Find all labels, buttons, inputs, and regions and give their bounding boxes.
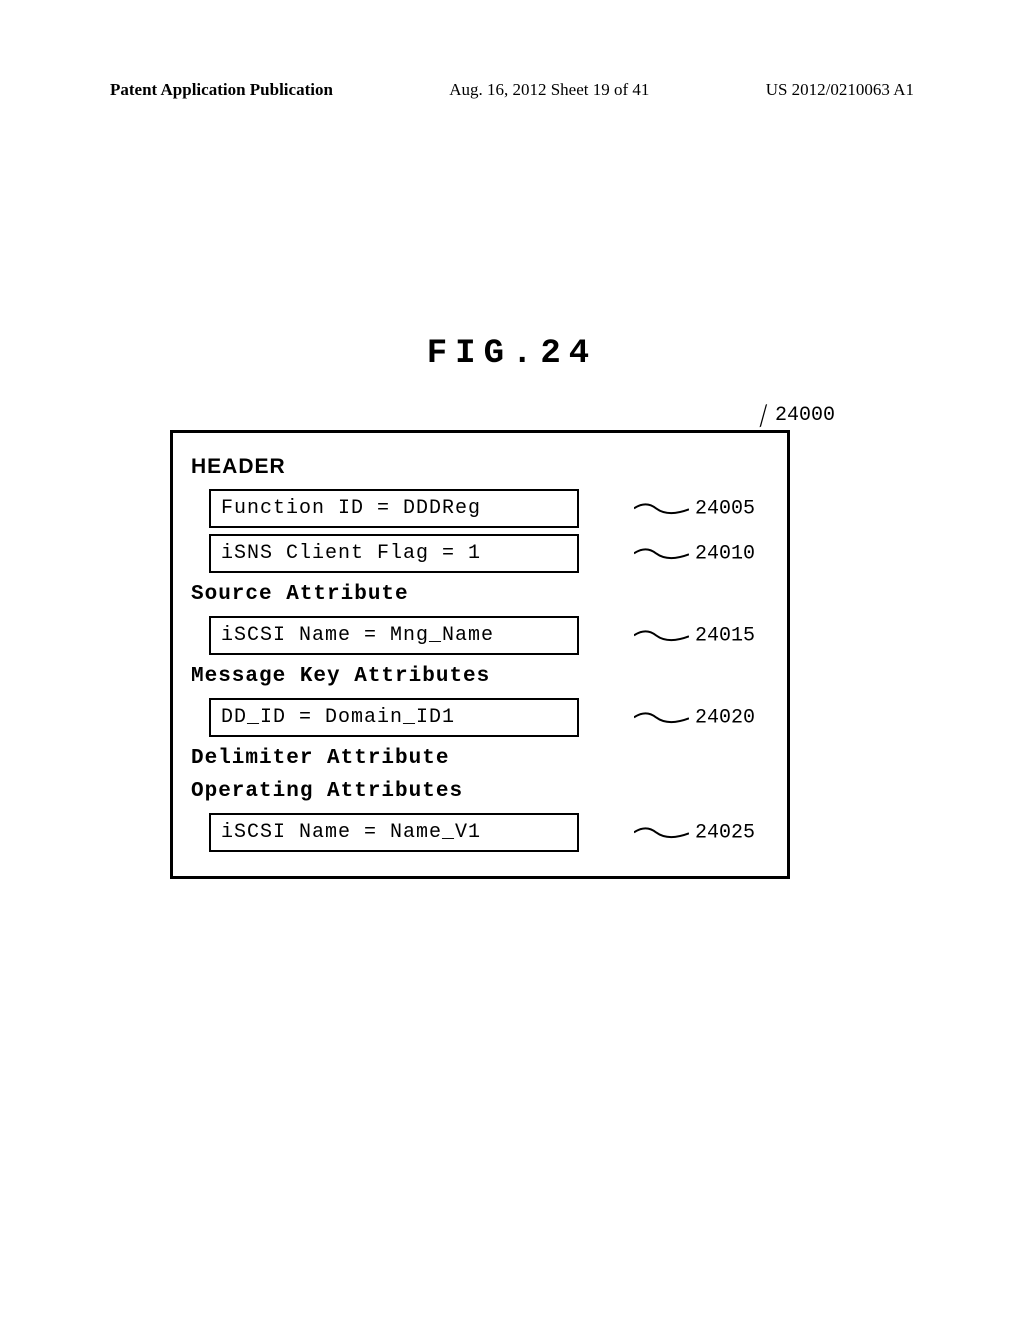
attribute-row: iSNS Client Flag = 1 24010 [209, 534, 769, 573]
attr-iscsi-name-mng: iSCSI Name = Mng_Name [209, 616, 579, 655]
section-label-operating-attributes: Operating Attributes [191, 780, 769, 803]
section-label-header: HEADER [191, 455, 769, 479]
attr-iscsi-name-v1: iSCSI Name = Name_V1 [209, 813, 579, 852]
leader-line-icon [634, 706, 689, 728]
ref-num: 24010 [695, 542, 755, 565]
reference-label: 24020 [634, 706, 755, 729]
section-label-source-attribute: Source Attribute [191, 583, 769, 606]
main-ref-value: 24000 [775, 404, 835, 427]
ref-num: 24020 [695, 706, 755, 729]
figure-title: FIG.24 [0, 335, 1024, 373]
page-header: Patent Application Publication Aug. 16, … [110, 80, 914, 100]
header-publication-num: US 2012/0210063 A1 [766, 80, 914, 100]
reference-label: 24005 [634, 497, 755, 520]
section-label-delimiter-attribute: Delimiter Attribute [191, 747, 769, 770]
header-date-sheet: Aug. 16, 2012 Sheet 19 of 41 [449, 80, 649, 100]
ref-num: 24025 [695, 821, 755, 844]
ref-num: 24015 [695, 624, 755, 647]
reference-label: 24015 [634, 624, 755, 647]
reference-label: 24025 [634, 821, 755, 844]
leader-line-icon [634, 624, 689, 646]
reference-label: 24010 [634, 542, 755, 565]
attr-dd-id: DD_ID = Domain_ID1 [209, 698, 579, 737]
section-label-message-key-attributes: Message Key Attributes [191, 665, 769, 688]
message-structure-box: HEADER Function ID = DDDReg 24005 iSNS C… [170, 430, 790, 879]
main-reference-number: ⟋24000 [756, 400, 835, 428]
attribute-row: Function ID = DDDReg 24005 [209, 489, 769, 528]
header-publication-type: Patent Application Publication [110, 80, 333, 100]
attribute-row: iSCSI Name = Mng_Name 24015 [209, 616, 769, 655]
leader-line-icon [634, 821, 689, 843]
attribute-row: iSCSI Name = Name_V1 24025 [209, 813, 769, 852]
leader-line-icon [634, 497, 689, 519]
attr-isns-client-flag: iSNS Client Flag = 1 [209, 534, 579, 573]
leader-line-icon [634, 542, 689, 564]
ref-num: 24005 [695, 497, 755, 520]
attr-function-id: Function ID = DDDReg [209, 489, 579, 528]
attribute-row: DD_ID = Domain_ID1 24020 [209, 698, 769, 737]
